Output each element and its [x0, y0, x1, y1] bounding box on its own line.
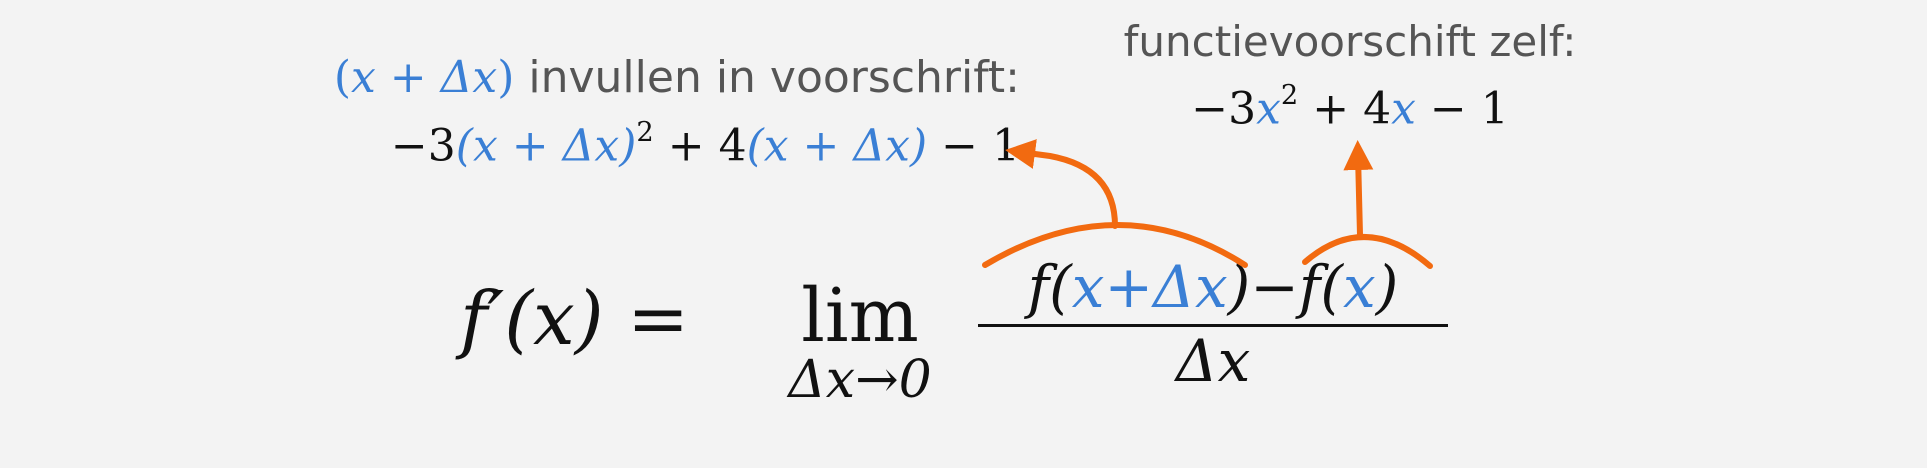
exponent-two: 2	[636, 116, 654, 148]
x-plus-delta-x: x + Δx	[350, 52, 498, 103]
annotation-right-label: functievoorschift zelf:	[1123, 17, 1577, 66]
limit-operator: lim Δx→0	[760, 276, 960, 408]
paren-close: )	[497, 52, 515, 103]
denominator: Δx	[1175, 327, 1251, 395]
coef-minus-three: −3	[390, 120, 456, 172]
original-formula: −3x2 + 4x − 1	[1100, 70, 1600, 140]
substituted-term-1: (x + Δx)	[455, 120, 637, 172]
minus-one: − 1	[1415, 83, 1509, 135]
num-close: )	[1375, 253, 1399, 321]
numerator: f(x+Δx)−f(x)	[978, 256, 1448, 318]
paren-open: (	[333, 52, 351, 103]
coef-minus-three: −3	[1191, 83, 1257, 135]
substituted-formula: −3(x + Δx)2 + 4(x + Δx) − 1	[300, 108, 1020, 176]
exponent-two: 2	[1280, 79, 1299, 111]
bracket-arc-right	[1302, 234, 1433, 269]
plus-four: + 4	[653, 120, 747, 172]
num-arg-x-plus-delta: x+Δx	[1071, 253, 1228, 321]
bracket-arc-left	[982, 222, 1248, 268]
num-f-open: f(	[1027, 253, 1072, 321]
fraction-bar	[978, 324, 1448, 327]
annotation-original-function: functievoorschift zelf: −3x2 + 4x − 1	[1100, 14, 1600, 140]
arrow-to-substituted	[1005, 139, 1118, 229]
plus-four: + 4	[1298, 83, 1392, 135]
annotation-left-label: invullen in voorschrift:	[514, 52, 1020, 103]
annotation-substituted-expression: (x + Δx) invullen in voorschrift: −3(x +…	[300, 48, 1020, 176]
derivative-lhs: f′(x) =	[460, 276, 690, 362]
difference-quotient: f(x+Δx)−f(x) Δx	[978, 256, 1448, 391]
lim-subscript: Δx→0	[788, 350, 932, 410]
var-x-1: x	[1256, 83, 1281, 135]
var-x-2: x	[1391, 83, 1416, 135]
num-arg-x: x	[1342, 253, 1376, 321]
annotation-left-heading: (x + Δx) invullen in voorschrift:	[300, 48, 1020, 108]
arrow-to-original	[1343, 140, 1374, 238]
lim-word: lim	[801, 273, 919, 359]
substituted-term-2: (x + Δx)	[746, 120, 928, 172]
